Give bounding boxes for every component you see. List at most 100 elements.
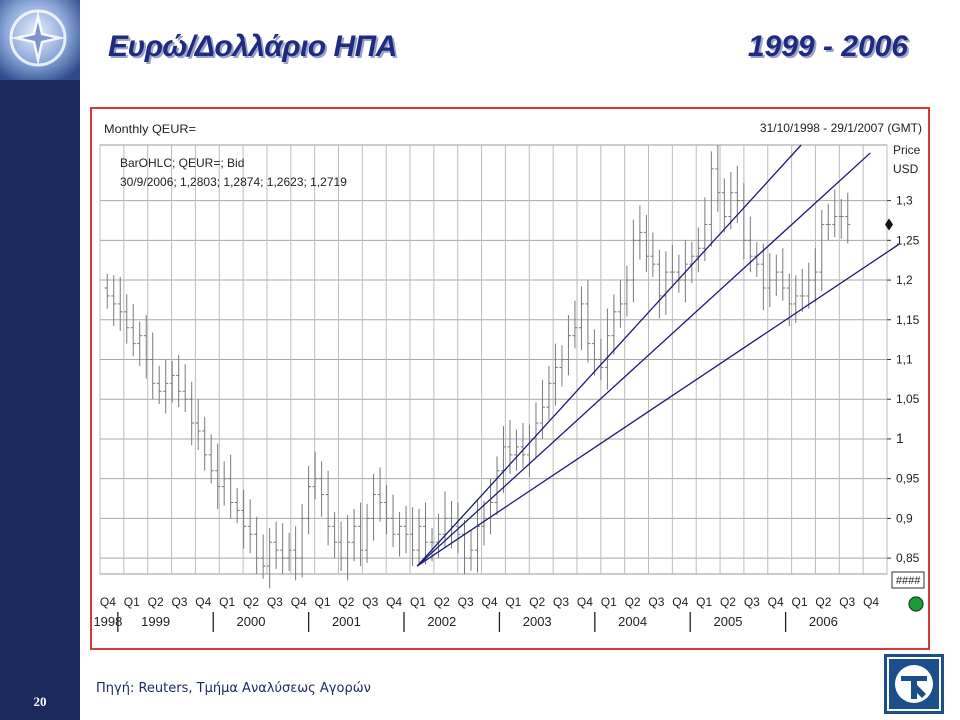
trendline (416, 152, 871, 567)
ohlc-bar (130, 303, 136, 357)
x-year-label: 2006 (809, 614, 838, 629)
last-bar-label: 30/9/2006; 1,2803; 1,2874; 1,2623; 1,271… (120, 175, 347, 189)
ohlc-bar (455, 502, 461, 554)
sidebar-band (0, 80, 80, 720)
x-year-label: 2000 (237, 614, 266, 629)
ohlc-bar (825, 203, 831, 241)
ohlc-bar (663, 251, 669, 316)
y-tick-label: 0,85 (896, 551, 920, 565)
ohlc-bar (221, 461, 227, 506)
sidebar: 20 (0, 0, 80, 720)
x-quarter-label: Q2 (625, 595, 641, 609)
y-tick-label: 1,1 (896, 353, 913, 367)
ohlc-bar (319, 461, 325, 517)
ohlc-bar (773, 254, 779, 296)
x-quarter-label: Q2 (815, 595, 831, 609)
x-quarter-label: Q2 (243, 595, 259, 609)
x-quarter-label: Q2 (148, 595, 164, 609)
ohlc-bar (462, 519, 468, 574)
ohlc-bar (228, 454, 234, 519)
ohlc-bar (273, 521, 279, 570)
ohlc-bar (254, 516, 260, 574)
compass-star-icon (0, 0, 80, 80)
ohlc-bar (234, 488, 240, 524)
x-year-label: 2001 (332, 614, 361, 629)
ohlc-bar (806, 262, 812, 309)
ohlc-bar (533, 402, 539, 459)
ohlc-bar (416, 508, 422, 563)
ohlc-bar (559, 345, 565, 387)
ohlc-bar (845, 192, 851, 244)
ohlc-bar (500, 426, 506, 493)
ohlc-bar (117, 276, 123, 331)
ohlc-bar (215, 443, 221, 509)
bank-logo-icon (884, 654, 944, 714)
ohlc-bar (390, 494, 396, 547)
ohlc-bar (624, 265, 630, 317)
ohlc-bar (728, 172, 734, 230)
currency-label: USD (893, 162, 919, 176)
ohlc-bar (293, 526, 299, 581)
chart: 0,85 0,9 0,95 1 1,05 1,1 1,15 1,2 1,25 1,3 #### Q4 Q… (93, 121, 925, 632)
ohlc-bar (137, 321, 143, 366)
ohlc-bar (513, 429, 519, 471)
ohlc-bar (676, 254, 682, 293)
x-quarter-label: Q3 (553, 595, 569, 609)
chart-frame: 0,85 0,9 0,95 1 1,05 1,1 1,15 1,2 1,25 1,3 #### Q4 Q… (90, 107, 930, 650)
x-year-label: 2002 (427, 614, 456, 629)
ohlc-bar (578, 286, 584, 350)
page-title: Ευρώ/Δολλάριο ΗΠΑ (108, 30, 397, 63)
ohlc-bar (812, 248, 818, 303)
ohlc-bar (338, 521, 344, 571)
x-quarter-label: Q1 (505, 595, 521, 609)
ohlc-bar (838, 199, 844, 239)
series-label: BarOHLC; QEUR=; Bid (120, 156, 244, 170)
ohlc-bar (325, 470, 331, 546)
ohlc-bar (286, 532, 292, 571)
ohlc-bar (630, 219, 636, 303)
ohlc-bar (397, 512, 403, 557)
ohlc-bar (611, 294, 617, 355)
ohlc-bar (819, 210, 825, 292)
ohlc-bar (442, 491, 448, 547)
x-quarter-label: Q4 (863, 595, 879, 609)
ohlc-bar (241, 489, 247, 549)
source-note: Πηγή: Reuters, Τμήμα Αναλύσεως Αγορών (96, 681, 371, 696)
ohlc-bar (468, 529, 474, 571)
y-tick-label: 1,15 (896, 313, 920, 327)
ohlc-bar (650, 232, 656, 277)
ohlc-bar (104, 273, 110, 309)
x-quarter-label: Q1 (219, 595, 235, 609)
x-quarter-label: Q1 (792, 595, 808, 609)
ohlc-bar (695, 227, 701, 273)
ohlc-bar (708, 151, 714, 247)
ohlc-bar (410, 507, 416, 567)
ohlc-bar (189, 381, 195, 446)
ohlc-bar (423, 502, 429, 565)
ohlc-bar (156, 365, 162, 404)
trendline (416, 144, 802, 567)
ohlc-bar (604, 308, 610, 390)
ohlc-bar (351, 508, 357, 562)
x-quarter-label: Q4 (291, 595, 307, 609)
x-quarter-label: Q3 (362, 595, 378, 609)
ohlc-bar (546, 365, 552, 420)
ohlc-bar (312, 451, 318, 500)
x-quarter-label: Q3 (648, 595, 664, 609)
ohlc-bar (572, 300, 578, 349)
ohlc-bar (124, 294, 130, 344)
status-indicator (908, 596, 924, 612)
x-quarter-label: Q4 (195, 595, 211, 609)
ohlc-bar (332, 512, 338, 559)
ohlc-bar (267, 527, 273, 589)
ohlc-bar (195, 399, 201, 451)
ohlc-bar (377, 467, 383, 522)
ohlc-bar (780, 248, 786, 301)
y-tick-label: 1,25 (896, 233, 920, 247)
ohlc-bar (734, 165, 740, 223)
x-quarter-label: Q1 (410, 595, 426, 609)
overflow-tick-box (891, 571, 925, 589)
x-quarter-label: Q1 (124, 595, 140, 609)
y-tick-label: 1,3 (896, 194, 913, 208)
ohlc-bar (384, 485, 390, 535)
